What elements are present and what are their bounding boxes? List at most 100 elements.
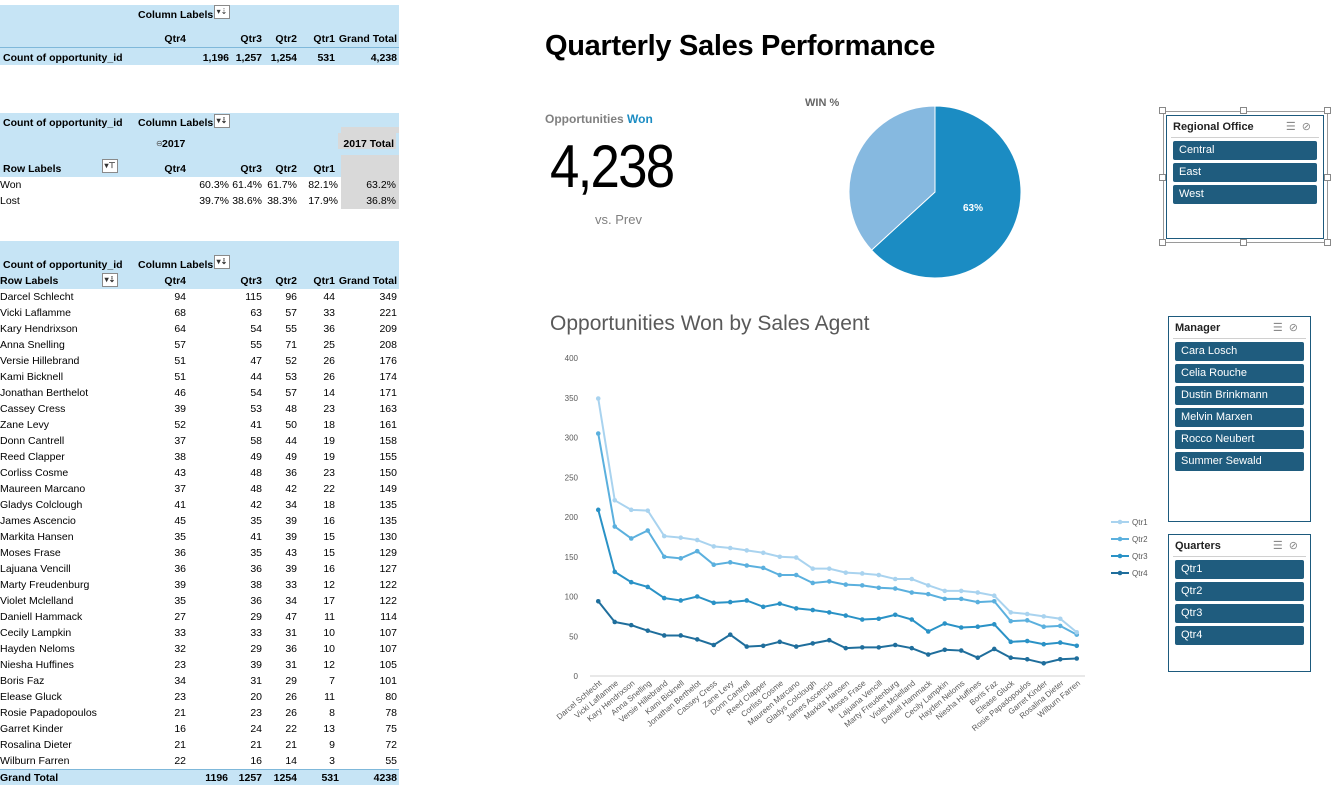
data-point-qtr4 [694, 637, 700, 642]
data-point-qtr4 [1008, 655, 1014, 661]
pivot2-column-labels: Column Labels [138, 117, 214, 129]
table-cell: 48 [285, 403, 297, 415]
agent-name: Maureen Marcano [0, 483, 86, 495]
pivot1-header: Qtr2 [275, 33, 297, 45]
slicer-item-melvin-marxen[interactable]: Melvin Marxen [1175, 408, 1304, 427]
clear-filter-icon[interactable]: ⊘ [1288, 322, 1304, 334]
clear-filter-icon[interactable]: ⊘ [1288, 540, 1304, 552]
row-filter-button[interactable]: ▾⇣ [102, 273, 118, 287]
slicer-item-dustin-brinkmann[interactable]: Dustin Brinkmann [1175, 386, 1304, 405]
resize-handle[interactable] [1324, 107, 1331, 114]
data-point-qtr3 [925, 629, 931, 634]
pie-slice-won [870, 106, 1021, 278]
pivot2-row-label: Won [0, 179, 22, 191]
column-filter-button[interactable]: ▾⇣ [214, 114, 230, 128]
pivot3-header: Qtr1 [313, 275, 335, 287]
slicer-item-central[interactable]: Central [1173, 141, 1317, 160]
table-cell: 42 [250, 499, 262, 511]
data-point-qtr2 [727, 560, 733, 565]
table-row: Vicki Laflamme 68 63 57 33 221 [0, 305, 399, 321]
pivot1-header-row: Qtr4 Qtr3 Qtr2 Qtr1 Grand Total [0, 25, 399, 47]
table-cell: 36 [250, 563, 262, 575]
collapse-icon[interactable]: ⊖ [156, 139, 163, 148]
slicer-item-east[interactable]: East [1173, 163, 1317, 182]
table-cell: 14 [323, 387, 335, 399]
table-cell: 39 [250, 659, 262, 671]
pivot1-value: 4,238 [370, 52, 397, 64]
table-cell: 349 [379, 291, 397, 303]
multi-select-icon[interactable]: ☰ [1272, 322, 1289, 334]
pivot3-header: Qtr4 [164, 275, 186, 287]
slicer-controls: ☰⊘ [1273, 321, 1304, 334]
table-cell: 52 [174, 419, 186, 431]
agent-name: Donn Cantrell [0, 435, 65, 447]
table-cell: 21 [174, 707, 186, 719]
table-cell: 54 [250, 387, 262, 399]
chart-title: Opportunities Won by Sales Agent [550, 312, 870, 335]
table-cell: 115 [245, 291, 262, 303]
data-point-qtr2 [859, 583, 865, 588]
data-point-qtr3 [876, 616, 882, 622]
data-point-qtr2 [1041, 624, 1047, 630]
resize-handle[interactable] [1240, 239, 1247, 246]
agent-name: Violet Mclelland [0, 595, 74, 607]
slicer-item-qtr2[interactable]: Qtr2 [1175, 582, 1304, 601]
table-row: James Ascencio 45 35 39 16 135 [0, 513, 399, 529]
resize-handle[interactable] [1240, 107, 1247, 114]
data-point-qtr1 [711, 544, 717, 549]
table-cell: 33 [174, 627, 186, 639]
data-point-qtr3 [628, 579, 634, 585]
resize-handle[interactable] [1159, 174, 1166, 181]
table-cell: 31 [285, 627, 297, 639]
clear-filter-icon[interactable]: ⊘ [1301, 121, 1317, 133]
slicer-item-rocco-neubert[interactable]: Rocco Neubert [1175, 430, 1304, 449]
table-cell: 18 [323, 419, 335, 431]
data-point-qtr2 [892, 586, 898, 591]
slicer-item-west[interactable]: West [1173, 185, 1317, 204]
agent-name: Niesha Huffines [0, 659, 74, 671]
column-filter-button[interactable]: ▾⇣ [214, 5, 230, 19]
table-cell: 36 [285, 467, 297, 479]
data-point-qtr2 [694, 548, 700, 554]
y-tick-label: 50 [569, 632, 578, 641]
data-point-qtr1 [892, 576, 898, 582]
multi-select-icon[interactable]: ☰ [1272, 540, 1289, 552]
resize-handle[interactable] [1159, 239, 1166, 246]
pivot3-header: Qtr3 [240, 275, 262, 287]
y-tick-label: 400 [565, 354, 579, 363]
multi-select-icon[interactable]: ☰ [1285, 121, 1302, 133]
dashboard-title: Quarterly Sales Performance [545, 30, 936, 62]
table-cell: 43 [174, 467, 186, 479]
resize-handle[interactable] [1324, 239, 1331, 246]
slicer-item-qtr1[interactable]: Qtr1 [1175, 560, 1304, 579]
slicer-regional-office: Regional Office ☰⊘ Central East West [1166, 115, 1324, 239]
slicer-item-celia-rouche[interactable]: Celia Rouche [1175, 364, 1304, 383]
resize-handle[interactable] [1324, 174, 1331, 181]
data-point-qtr1 [777, 554, 783, 560]
table-cell: 51 [174, 371, 186, 383]
row-filter-button[interactable]: ▾⊤ [102, 159, 118, 173]
pivot2-cell: 61.4% [232, 179, 262, 191]
resize-handle[interactable] [1159, 107, 1166, 114]
slicer-item-summer-sewald[interactable]: Summer Sewald [1175, 452, 1304, 471]
slicer-item-cara-losch[interactable]: Cara Losch [1175, 342, 1304, 361]
data-point-qtr4 [661, 633, 667, 638]
pivot2-measure: Count of opportunity_id [3, 117, 123, 129]
table-cell: 57 [285, 387, 297, 399]
column-filter-button[interactable]: ▾⇣ [214, 255, 230, 269]
table-cell: 71 [285, 339, 297, 351]
data-point-qtr3 [694, 594, 700, 599]
table-cell: 53 [285, 371, 297, 383]
slicer-title: Quarters [1175, 540, 1221, 552]
table-cell: 35 [250, 515, 262, 527]
slicer-item-qtr3[interactable]: Qtr3 [1175, 604, 1304, 623]
data-point-qtr3 [843, 613, 849, 618]
slicer-item-qtr4[interactable]: Qtr4 [1175, 626, 1304, 645]
data-point-qtr2 [843, 582, 849, 587]
data-point-qtr4 [876, 645, 882, 650]
data-point-qtr3 [942, 621, 948, 626]
pivot2-row-lost: Lost 39.7% 38.6% 38.3% 17.9% 36.8% [0, 193, 399, 209]
data-point-qtr1 [793, 555, 799, 560]
table-cell: 35 [250, 547, 262, 559]
table-cell: 29 [250, 611, 262, 623]
